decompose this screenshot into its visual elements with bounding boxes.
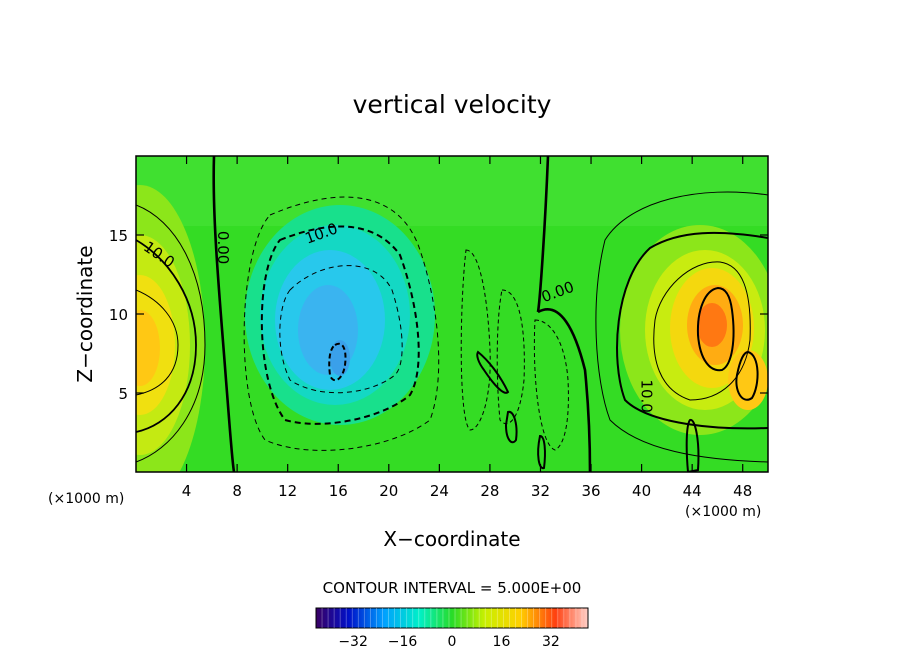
x-tick-label-28: 28: [480, 482, 499, 500]
x-unit-left: (×1000 m): [48, 491, 124, 507]
right-contour-20: [696, 286, 735, 372]
colorbar-stripes: [321, 608, 583, 628]
downdraft-contour-20: [328, 342, 347, 382]
chart-title: vertical velocity: [353, 90, 552, 119]
colorbar-tick-label-0: −32: [338, 634, 368, 650]
x-tick-label-4: 4: [182, 482, 192, 500]
heatmap-field: [136, 156, 768, 472]
x-tick-label-20: 20: [379, 482, 398, 500]
y-axis-label: Z−coordinate: [73, 245, 97, 382]
y-axis-ticks: 5 10 15: [109, 227, 768, 403]
x-tick-label-40: 40: [632, 482, 651, 500]
colorbar-tick-label-1: −16: [388, 634, 418, 650]
x-tick-label-36: 36: [581, 482, 600, 500]
y-tick-label-15: 15: [109, 227, 128, 245]
center-contour-a: [460, 249, 491, 431]
zero-contour-right-2: [537, 308, 592, 472]
center-contour-b: [496, 289, 525, 425]
colorbar-tick-label-4: 32: [542, 634, 560, 650]
zero-contour-left: [212, 156, 236, 472]
left-contour-10: [136, 239, 197, 433]
colorbar: [315, 607, 589, 629]
right-updraft-max: [697, 303, 727, 347]
x-tick-label-16: 16: [329, 482, 348, 500]
x-tick-label-32: 32: [531, 482, 550, 500]
downdraft-contour-15: [279, 265, 403, 394]
x-tick-label-48: 48: [733, 482, 752, 500]
right-contour-bottom: [685, 419, 700, 472]
contour-label: 10.0: [638, 379, 656, 412]
x-axis-label: X−coordinate: [383, 527, 520, 551]
right-contour-5: [595, 191, 768, 463]
contour-interval-text: CONTOUR INTERVAL = 5.000E+00: [323, 579, 582, 597]
right-contour-15: [653, 261, 751, 401]
y-tick-label-5: 5: [118, 385, 128, 403]
x-tick-label-8: 8: [232, 482, 242, 500]
right-contour-20b: [735, 350, 759, 401]
left-contour-15: [136, 289, 179, 396]
zero-contour-right: [536, 156, 550, 313]
x-unit-right: (×1000 m): [685, 504, 761, 520]
x-tick-label-44: 44: [683, 482, 702, 500]
left-updraft-max: [136, 310, 160, 386]
x-tick-label-24: 24: [430, 482, 449, 500]
x-axis-ticks: 4 8 12 16 20 24 28 32 36 40 44 48: [182, 156, 752, 500]
center-contour-e: [537, 434, 546, 470]
left-contour-5: [136, 204, 206, 463]
center-contour-f: [533, 319, 569, 451]
colorbar-tick-label-3: 16: [493, 634, 511, 650]
field-top-band: [136, 156, 768, 226]
colorbar-tick-label-2: 0: [448, 634, 457, 650]
y-tick-label-10: 10: [109, 306, 128, 324]
center-contour-c: [476, 350, 510, 394]
colorbar-ticks: −32 −16 0 16 32: [338, 634, 560, 650]
contour-label: 0.00: [214, 231, 232, 264]
center-contour-d: [504, 410, 518, 444]
downdraft-contour-10: [260, 225, 420, 425]
x-tick-label-12: 12: [278, 482, 297, 500]
right-updraft-lobe: [728, 350, 768, 410]
downdraft-max: [330, 340, 350, 376]
